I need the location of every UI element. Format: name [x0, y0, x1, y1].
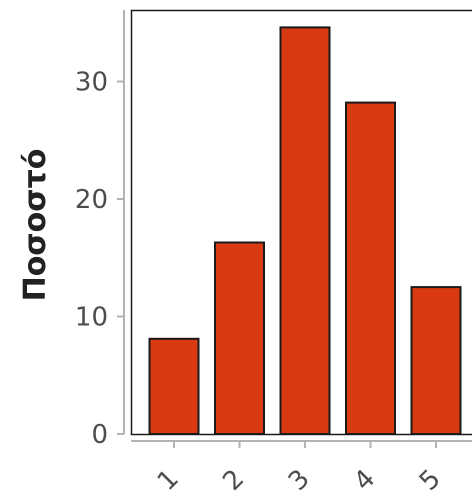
- x-tick-label: 2: [217, 464, 250, 496]
- x-tick-label: 4: [348, 464, 381, 496]
- y-ticks-layer: 0 10 20 30: [75, 68, 124, 450]
- y-axis-title: Ποσοστό: [18, 149, 53, 302]
- bar-3: [279, 26, 331, 436]
- bar-5: [410, 286, 462, 435]
- bar-2: [214, 241, 265, 435]
- bar-1: [148, 337, 200, 435]
- y-tick-label: 10: [75, 303, 108, 333]
- y-tick-label: 20: [75, 185, 108, 215]
- x-tick-label: 5: [414, 464, 447, 496]
- x-tick-label: 1: [152, 464, 185, 496]
- bars-layer: [148, 26, 462, 436]
- x-tick-label: 3: [283, 464, 316, 496]
- y-tick-label: 30: [75, 68, 108, 98]
- y-tick-label: 0: [91, 420, 108, 450]
- bar-4: [345, 101, 396, 435]
